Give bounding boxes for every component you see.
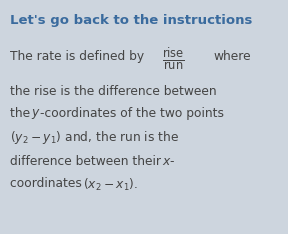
Text: $\left(x_2-x_1\right)$.: $\left(x_2-x_1\right)$. <box>83 177 138 193</box>
Text: $y$: $y$ <box>31 107 41 121</box>
Text: coordinates: coordinates <box>10 177 86 190</box>
Text: The rate is defined by: The rate is defined by <box>10 50 144 63</box>
Text: -coordinates of the two points: -coordinates of the two points <box>40 107 224 120</box>
Text: the: the <box>10 107 34 120</box>
Text: $\dfrac{\mathrm{rise}}{\mathrm{run}}$: $\dfrac{\mathrm{rise}}{\mathrm{run}}$ <box>162 46 185 72</box>
Text: Let's go back to the instructions: Let's go back to the instructions <box>10 14 252 27</box>
Text: the rise is the difference between: the rise is the difference between <box>10 85 217 98</box>
Text: $x$-: $x$- <box>162 155 175 168</box>
Text: where: where <box>213 50 251 63</box>
Text: difference between their: difference between their <box>10 155 165 168</box>
Text: $\left(y_2-y_1\right)$ and, the run is the: $\left(y_2-y_1\right)$ and, the run is t… <box>10 129 179 146</box>
